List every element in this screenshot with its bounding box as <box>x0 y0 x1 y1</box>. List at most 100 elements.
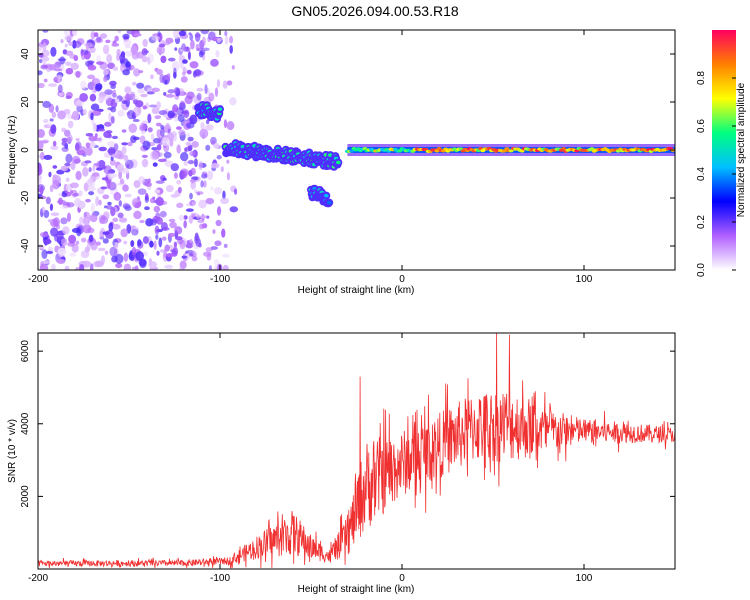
spectrogram-noise-mark <box>71 227 81 234</box>
spectrogram-noise-mark <box>118 217 128 223</box>
spectrogram-noise-mark <box>84 42 93 48</box>
spectrogram-noise-mark <box>134 265 139 270</box>
spectrogram-noise-mark <box>50 227 59 237</box>
spectrogram-noise-mark <box>174 226 183 235</box>
spectrogram-noise-mark <box>50 124 57 134</box>
spectrogram-noise-mark <box>53 68 63 72</box>
spectrogram-noise-mark <box>102 231 110 235</box>
spectrogram-noise-mark <box>60 238 68 247</box>
spectrogram-noise-mark <box>39 231 49 238</box>
spectrogram-noise-mark <box>233 188 238 195</box>
spectrogram-noise-mark <box>117 182 127 186</box>
snr-x-ticks: -200 -100 0 100 <box>28 333 593 584</box>
spectrogram-noise-mark <box>134 100 144 108</box>
spectrogram-noise-mark <box>189 238 193 243</box>
spectrogram-noise-mark <box>164 264 174 269</box>
spectrogram-noise-mark <box>158 137 163 146</box>
spectrogram-noise-mark <box>90 31 96 40</box>
spectrogram-noise-mark <box>182 71 186 76</box>
spectrogram-noise-mark <box>203 180 207 188</box>
spectrogram-noise-mark <box>165 253 175 258</box>
spectrogram-noise-mark <box>38 47 42 52</box>
spectrogram-noise-mark <box>201 36 206 47</box>
colorbar: 0.0 0.2 0.4 0.6 0.8 Normalized spectral ampl… <box>696 30 747 277</box>
spectrogram-noise-mark <box>55 233 64 239</box>
y-tick-label: 0 <box>20 147 31 153</box>
colorbar-tick-label: 0.4 <box>696 167 707 181</box>
spectrogram-noise-mark <box>128 123 138 134</box>
spectrogram-noise-mark <box>71 110 80 121</box>
spectrogram-noise-mark <box>102 194 110 200</box>
spectrogram-noise-mark <box>183 109 190 119</box>
spectrogram-noise-mark <box>187 51 191 60</box>
spectrogram-noise-mark <box>135 251 144 261</box>
spectrogram-noise-mark <box>160 221 168 231</box>
spectrogram-noise-mark <box>82 260 91 268</box>
spectrogram-noise-mark <box>133 33 142 37</box>
spectrogram-noise-mark <box>153 205 161 213</box>
spectrogram-noise-mark <box>42 30 49 33</box>
spectrogram-noise-mark <box>58 197 63 206</box>
spectrogram-noise-mark <box>139 122 147 132</box>
spectrogram-noise-mark <box>70 161 76 171</box>
y-tick-label: 40 <box>20 48 31 60</box>
spectrogram-noise-mark <box>111 153 120 158</box>
spectrogram-noise-mark <box>189 192 193 200</box>
spectrogram-noise-mark <box>65 177 70 182</box>
spectrogram-noise-mark <box>69 252 77 257</box>
spectrogram-noise-mark <box>142 38 148 47</box>
spectrogram-noise-mark <box>156 144 162 151</box>
spectrogram-noise-mark <box>157 158 167 163</box>
spectrogram-noise-mark <box>130 240 135 247</box>
spectrogram-noise-mark <box>71 243 79 253</box>
spectrogram-noise-mark <box>167 128 171 134</box>
spectrogram-noise-mark <box>163 248 167 259</box>
spectrogram-noise-mark <box>222 253 230 258</box>
y-tick-label: -20 <box>20 190 31 205</box>
spectrogram-noise-mark <box>216 37 222 44</box>
spectrogram-noise-mark <box>213 259 220 265</box>
x-tick-label: -200 <box>28 274 48 285</box>
spectrogram-noise-mark <box>50 212 60 217</box>
spectrogram-noise-mark <box>151 35 160 41</box>
spectrogram-noise-mark <box>181 170 188 179</box>
spectrogram-noise-mark <box>104 121 112 127</box>
spectrogram-noise-mark <box>124 50 133 57</box>
spectrogram-noise-mark <box>87 60 95 64</box>
spectrogram-noise-mark <box>100 215 107 221</box>
spectrogram-noise-mark <box>208 265 212 270</box>
spectrogram-noise-mark <box>194 69 202 76</box>
spectrogram-noise-mark <box>113 143 119 151</box>
snr-y-ticks: 2000 4000 6000 <box>20 340 675 508</box>
spectrogram-noise-mark <box>80 250 90 259</box>
spectrogram-noise-mark <box>138 176 145 184</box>
spectrogram-noise-mark <box>174 47 178 51</box>
spectrogram-noise-mark <box>155 116 160 120</box>
spectrogram-noise-mark <box>156 101 162 109</box>
spectrogram-noise-mark <box>86 242 91 252</box>
spectrogram-noise-mark <box>159 210 167 218</box>
spectrogram-noise-mark <box>182 59 188 64</box>
spectrogram-noise-mark <box>45 250 54 254</box>
spectrogram-noise-mark <box>132 199 141 203</box>
spectrogram-noise-mark <box>229 35 233 44</box>
snr-series-line <box>37 332 676 569</box>
spectrogram-noise-mark <box>144 195 150 203</box>
spectrogram-noise-mark <box>87 177 94 184</box>
spectrogram-noise-mark <box>119 53 126 62</box>
spectrogram-noise-mark <box>70 182 79 189</box>
spectrogram-noise-mark <box>220 197 230 205</box>
spectrogram-noise-mark <box>180 62 184 70</box>
spectrogram-noise-mark <box>221 228 226 238</box>
spectrogram-noise-mark <box>78 190 83 197</box>
spectrogram-noise-mark <box>178 214 185 221</box>
spectrogram-noise-mark <box>136 82 145 89</box>
spectrogram-noise-mark <box>161 236 167 241</box>
spectrogram-noise-mark <box>110 116 115 124</box>
spectrogram-noise-mark <box>118 200 123 207</box>
spectrogram-noise-mark <box>224 35 229 45</box>
spectrogram-noise-mark <box>229 97 237 106</box>
spectrogram-noise-mark <box>90 240 98 251</box>
spectrogram-noise-mark <box>99 230 105 238</box>
spectrogram-noise-mark <box>115 263 123 269</box>
